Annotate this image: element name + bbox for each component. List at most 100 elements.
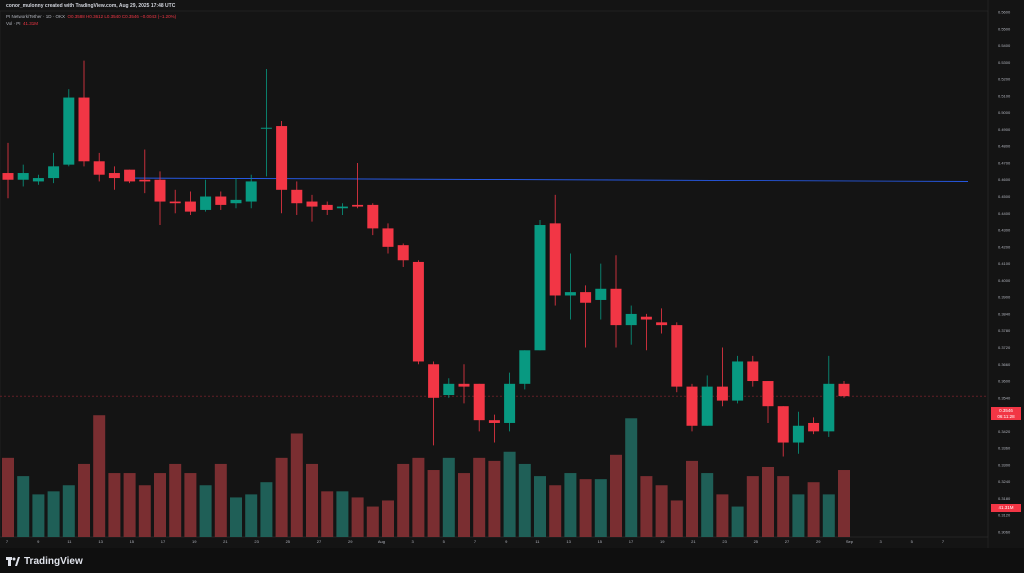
volume-bar [458,473,470,537]
candle-body [443,383,455,396]
x-tick-label: 19 [660,539,665,544]
y-tick-label: 0.3120 [998,513,1011,518]
candle-body [823,383,835,432]
volume-bar [503,451,516,537]
x-tick-label: 17 [161,539,166,544]
volume-bar [822,494,835,537]
candle-body [716,386,728,401]
volume-bar [762,466,774,537]
candle-body [519,350,531,384]
candle-body [473,383,485,421]
volume-indicator-legend[interactable]: Vol · PI 41.31M [6,21,38,26]
volume-bar [336,491,349,537]
y-tick-label: 0.5400 [998,43,1011,48]
y-tick-label: 0.5500 [998,26,1011,31]
candle-body [169,201,181,204]
tradingview-logo[interactable]: TradingView [6,556,83,567]
volume-bar [412,457,425,537]
volume-bar [746,476,759,537]
volume-bar [473,457,486,537]
x-tick-label: 5 [443,539,446,544]
candle-body [504,383,516,423]
candle-body [260,127,272,129]
candle-body [17,173,29,180]
candle-body [63,97,75,165]
volume-bar [230,497,242,537]
volume-bar [442,457,455,537]
volume-bar [47,491,60,537]
y-tick-label: 0.4800 [998,144,1011,149]
volume-bar [321,491,334,537]
y-tick-label: 0.4100 [998,261,1011,266]
y-tick-label: 0.3180 [998,496,1011,501]
volume-bar [640,476,653,537]
candle-body [154,179,166,202]
x-tick-label: 9 [505,539,508,544]
x-tick-label: 7 [474,539,477,544]
x-tick-label: Sep [846,539,854,544]
x-tick-label: 7 [942,539,945,544]
volume-bar [154,473,166,537]
volume-bar [93,415,106,537]
y-tick-label: 0.3240 [998,479,1011,484]
candle-body [610,288,622,326]
candle-body [336,206,348,209]
x-tick-label: 9 [37,539,40,544]
volume-bar [214,463,227,537]
candle-body [245,181,257,202]
candle-body [124,169,136,182]
y-tick-label: 0.3540 [998,395,1011,400]
candle-body [564,292,576,296]
volume-bar [32,494,45,537]
y-tick-label: 0.3900 [998,295,1011,300]
candle-body [352,204,364,207]
volume-bar [549,485,562,537]
candle-body [656,322,668,326]
x-tick-label: 27 [785,539,790,544]
candle-body [595,288,607,300]
symbol-ohlc-line[interactable]: PI Network/Tether · 1D · OKX O0.3588 H0.… [6,14,176,19]
y-tick-label: 0.5100 [998,93,1011,98]
candle-body [321,204,333,210]
x-tick-label: 25 [286,539,291,544]
y-tick-label: 0.3360 [998,446,1011,451]
symbol-label[interactable]: PI Network/Tether · 1D · OKX [6,14,66,19]
x-tick-label: 23 [254,539,259,544]
candle-body [777,406,789,443]
volume-bar [701,473,714,537]
candle-body [230,199,242,204]
candle-body [32,178,44,182]
volume-bar [17,476,30,537]
volume-bar [275,457,288,537]
volume-bar [260,482,273,537]
volume-bar [777,476,790,537]
volume-bar [427,470,440,537]
candle-body [367,204,379,229]
volume-bar [625,418,638,537]
tradingview-brand: TradingView [24,556,83,567]
candle-body [184,201,196,212]
candle-body [412,261,424,362]
candle-body [48,166,60,179]
x-tick-label: 29 [348,539,353,544]
volume-bar [792,494,805,537]
candle-body [671,325,683,387]
candle-body [808,422,820,432]
y-tick-label: 0.3720 [998,345,1011,350]
x-tick-label: 27 [317,539,322,544]
author-line: conor_mulonny created with TradingView.c… [6,3,176,9]
y-tick-label: 0.4900 [998,127,1011,132]
x-tick-label: 15 [598,539,603,544]
trendline [134,177,969,182]
y-tick-label: 0.4500 [998,194,1011,199]
y-tick-label: 0.3600 [998,379,1011,384]
candle-body [291,189,303,204]
x-tick-label: 15 [130,539,135,544]
candle-body [78,97,90,162]
ohlc-values: O0.3588 H0.3612 L0.3540 C0.3546 −0.0043 … [67,14,177,19]
x-tick-label: 23 [722,539,727,544]
candle-body [428,364,440,398]
candle-body [215,196,227,205]
